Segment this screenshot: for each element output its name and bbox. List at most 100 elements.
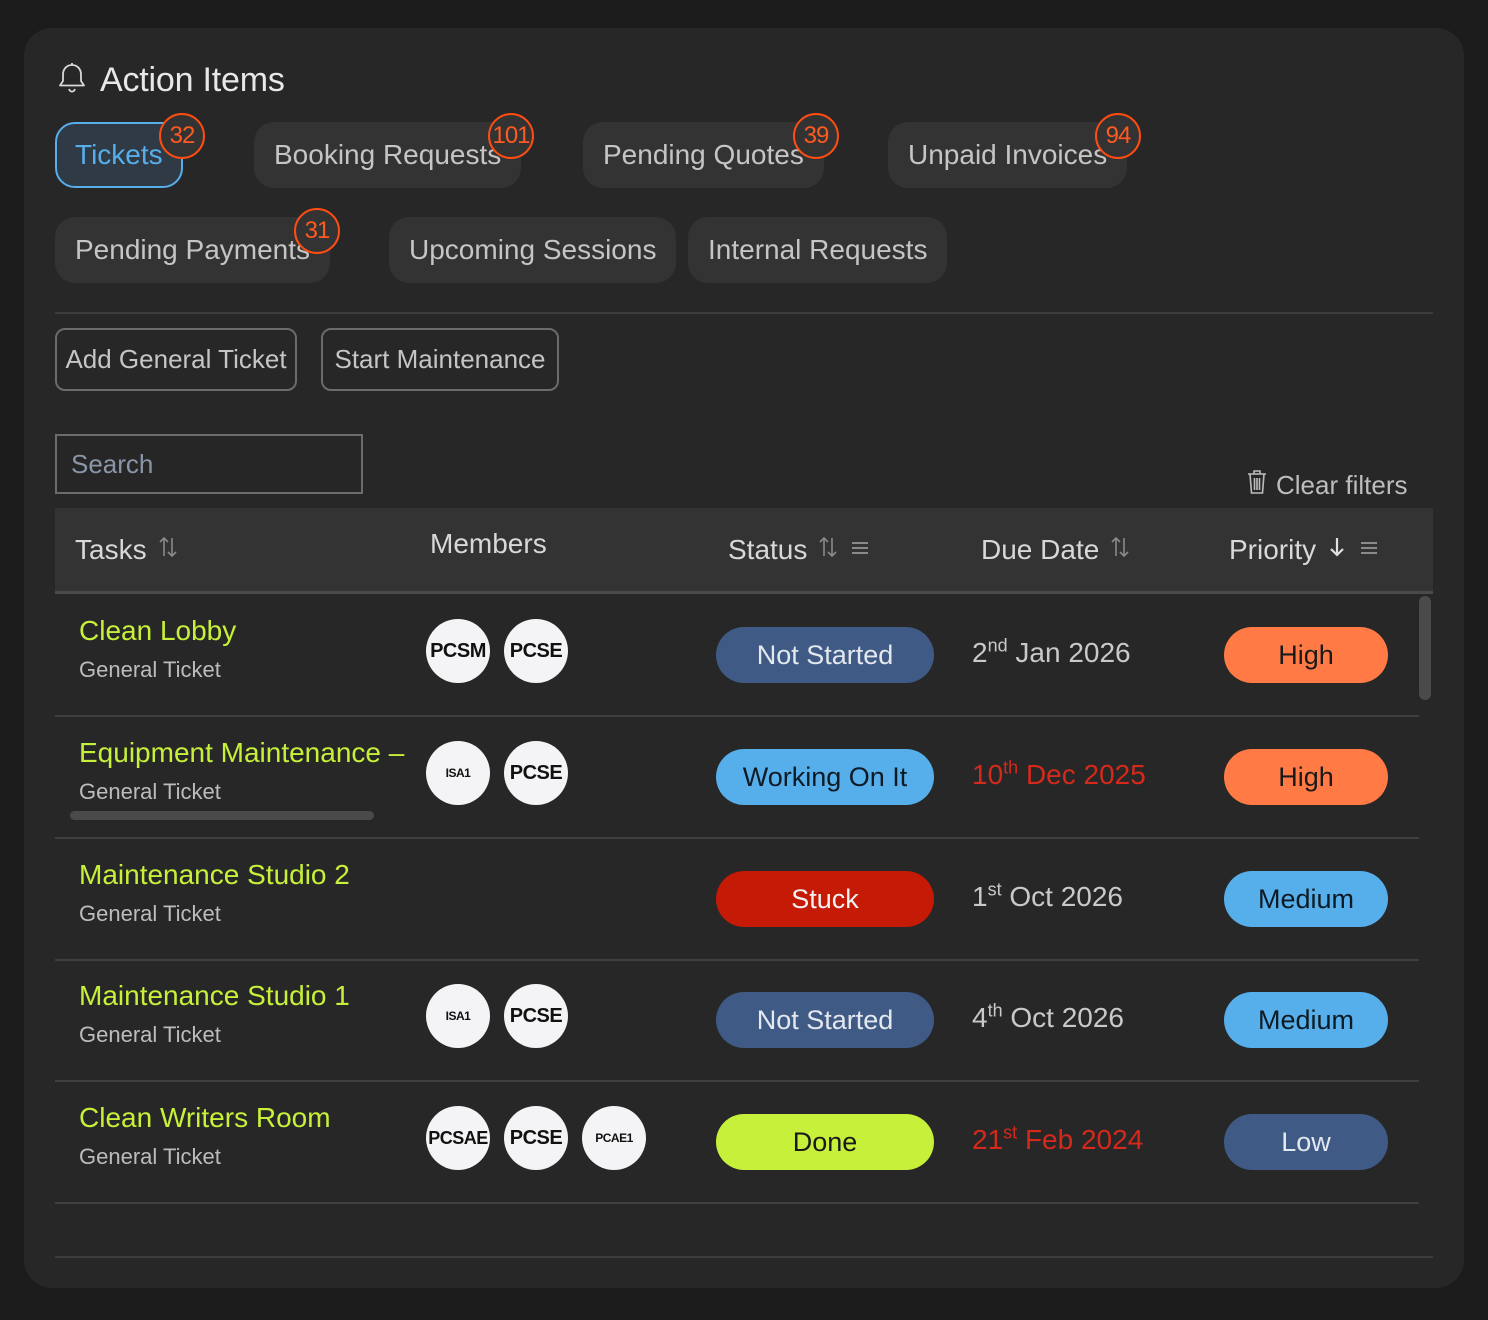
table-row[interactable]: Clean Lobby General Ticket PCSM PCSE Not… — [55, 595, 1419, 717]
tab-label: Booking Requests — [274, 139, 502, 170]
column-header-members: Members — [430, 502, 547, 586]
filter-menu-icon[interactable] — [1358, 534, 1380, 567]
page-title: Action Items — [100, 60, 285, 99]
status-pill[interactable]: Working On It — [716, 749, 934, 805]
member-avatar[interactable]: PCSE — [504, 741, 568, 805]
clear-filters-label: Clear filters — [1276, 470, 1408, 500]
due-date: 1st Oct 2026 — [972, 881, 1123, 913]
bell-icon — [54, 60, 90, 101]
due-suffix: st — [987, 879, 1002, 900]
sort-both-icon[interactable] — [1109, 534, 1131, 567]
due-day: 1 — [972, 881, 988, 912]
due-month-year: Jan 2026 — [1015, 637, 1131, 668]
column-label: Tasks — [75, 534, 147, 565]
add-general-ticket-button[interactable]: Add General Ticket — [55, 328, 297, 391]
pending-payments-count-badge: 31 — [294, 208, 340, 254]
task-name[interactable]: Equipment Maintenance – — [79, 737, 405, 768]
task-type: General Ticket — [79, 779, 221, 804]
member-avatar[interactable]: ISA1 — [426, 984, 490, 1048]
action-items-panel: Action Items Tickets 32 Booking Requests… — [24, 28, 1464, 1288]
priority-pill[interactable]: High — [1224, 627, 1388, 683]
table-row[interactable]: Maintenance Studio 2 General Ticket Stuc… — [55, 839, 1419, 961]
task-type: General Ticket — [79, 657, 221, 682]
priority-pill[interactable]: Low — [1224, 1114, 1388, 1170]
priority-pill[interactable]: Medium — [1224, 871, 1388, 927]
status-pill[interactable]: Not Started — [716, 992, 934, 1048]
search-input[interactable] — [55, 434, 363, 494]
panel-header: Action Items — [54, 58, 285, 102]
tab-label: Upcoming Sessions — [409, 234, 657, 265]
column-label: Due Date — [981, 534, 1100, 565]
tab-label: Internal Requests — [708, 234, 928, 265]
due-day: 4 — [972, 1002, 988, 1033]
tabs-divider — [55, 312, 1433, 314]
task-name[interactable]: Clean Writers Room — [79, 1102, 331, 1133]
tab-pending-quotes[interactable]: Pending Quotes — [583, 122, 824, 188]
member-avatar[interactable]: PCSE — [504, 619, 568, 683]
task-type: General Ticket — [79, 1022, 221, 1047]
sort-both-icon[interactable] — [157, 534, 179, 567]
column-header-priority[interactable]: Priority — [1229, 508, 1380, 592]
due-suffix: th — [987, 1000, 1003, 1021]
clear-filters-button[interactable]: Clear filters — [1246, 468, 1407, 503]
due-date: 10th Dec 2025 — [972, 759, 1146, 791]
due-date: 4th Oct 2026 — [972, 1002, 1124, 1034]
due-day: 10 — [972, 759, 1004, 790]
start-maintenance-button[interactable]: Start Maintenance — [321, 328, 559, 391]
tab-internal-requests[interactable]: Internal Requests — [688, 217, 948, 283]
sort-both-icon[interactable] — [817, 534, 839, 567]
due-suffix: nd — [987, 635, 1008, 656]
booking-requests-count-badge: 101 — [488, 113, 534, 159]
tickets-count-badge: 32 — [159, 113, 205, 159]
sort-descending-icon[interactable] — [1326, 534, 1348, 567]
tab-unpaid-invoices[interactable]: Unpaid Invoices — [888, 122, 1128, 188]
due-suffix: st — [1003, 1122, 1018, 1143]
member-avatar[interactable]: PCSE — [504, 984, 568, 1048]
member-avatar[interactable]: PCSAE — [426, 1106, 490, 1170]
tab-booking-requests[interactable]: Booking Requests — [254, 122, 522, 188]
tab-upcoming-sessions[interactable]: Upcoming Sessions — [389, 217, 677, 283]
tab-label: Tickets — [75, 139, 163, 170]
tab-label: Pending Payments — [75, 234, 311, 265]
tab-pending-payments[interactable]: Pending Payments — [55, 217, 331, 283]
tab-label: Unpaid Invoices — [908, 139, 1108, 170]
due-day: 21 — [972, 1124, 1004, 1155]
filter-menu-icon[interactable] — [849, 534, 871, 567]
task-name[interactable]: Maintenance Studio 2 — [79, 859, 350, 890]
status-pill[interactable]: Not Started — [716, 627, 934, 683]
status-pill[interactable]: Stuck — [716, 871, 934, 927]
column-label: Status — [728, 534, 808, 565]
status-pill[interactable]: Done — [716, 1114, 934, 1170]
table-header: Tasks Members Status Due Date Priority — [55, 508, 1433, 594]
member-avatar[interactable]: PCSM — [426, 619, 490, 683]
task-name[interactable]: Maintenance Studio 1 — [79, 980, 350, 1011]
pending-quotes-count-badge: 39 — [793, 113, 839, 159]
table-bottom-divider — [55, 1256, 1433, 1258]
due-date: 21st Feb 2024 — [972, 1124, 1143, 1156]
vertical-scrollbar[interactable] — [1419, 596, 1431, 700]
due-month-year: Oct 2026 — [1010, 1002, 1125, 1033]
due-suffix: th — [1003, 757, 1019, 778]
task-name[interactable]: Clean Lobby — [79, 615, 237, 646]
table-row[interactable]: Clean Writers Room General Ticket PCSAE … — [55, 1082, 1419, 1204]
priority-pill[interactable]: Medium — [1224, 992, 1388, 1048]
member-avatar[interactable]: PCSE — [504, 1106, 568, 1170]
due-month-year: Feb 2024 — [1024, 1124, 1144, 1155]
table-row[interactable]: Maintenance Studio 1 General Ticket ISA1… — [55, 960, 1419, 1082]
column-header-tasks[interactable]: Tasks — [75, 508, 179, 592]
column-header-due-date[interactable]: Due Date — [981, 508, 1131, 592]
member-avatar[interactable]: ISA1 — [426, 741, 490, 805]
unpaid-invoices-count-badge: 94 — [1095, 113, 1141, 159]
horizontal-scrollbar[interactable] — [70, 811, 374, 820]
due-month-year: Dec 2025 — [1025, 759, 1146, 790]
column-header-status[interactable]: Status — [728, 508, 871, 592]
task-type: General Ticket — [79, 901, 221, 926]
due-date: 2nd Jan 2026 — [972, 637, 1131, 669]
tab-label: Pending Quotes — [603, 139, 804, 170]
member-avatar[interactable]: PCAE1 — [582, 1106, 646, 1170]
table-row[interactable]: Equipment Maintenance – General Ticket I… — [55, 717, 1419, 839]
column-label: Members — [430, 528, 547, 559]
priority-pill[interactable]: High — [1224, 749, 1388, 805]
due-day: 2 — [972, 637, 988, 668]
trash-icon — [1246, 468, 1268, 503]
